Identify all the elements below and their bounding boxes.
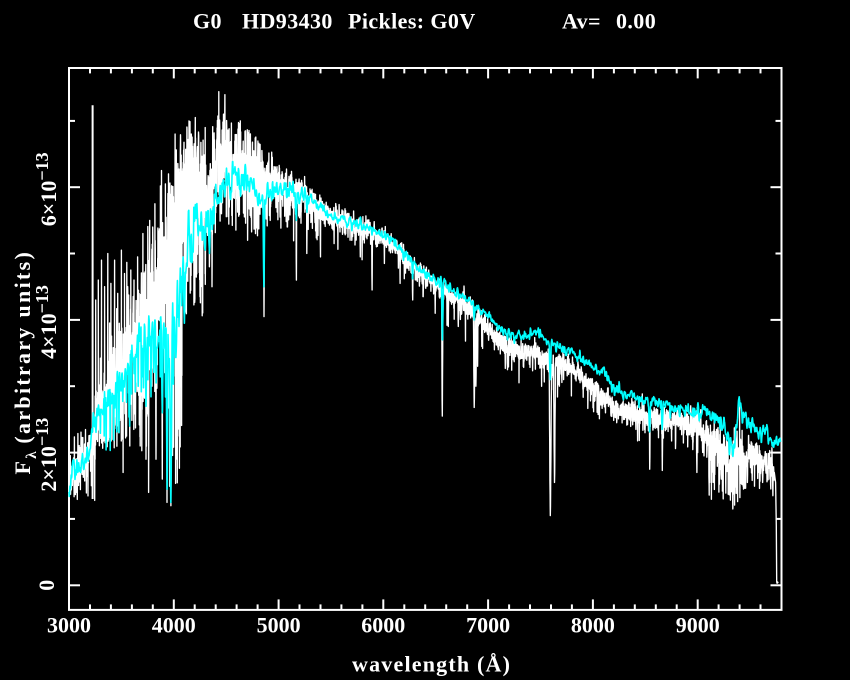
svg-text:0: 0 [34,580,59,591]
svg-text:3000: 3000 [47,613,91,638]
svg-text:4000: 4000 [152,613,196,638]
svg-text:9000: 9000 [676,613,720,638]
svg-text:8000: 8000 [571,613,615,638]
svg-text:5000: 5000 [257,613,301,638]
svg-text:6000: 6000 [361,613,405,638]
svg-text:7000: 7000 [466,613,510,638]
svg-text:wavelength (Å): wavelength (Å) [352,652,511,677]
